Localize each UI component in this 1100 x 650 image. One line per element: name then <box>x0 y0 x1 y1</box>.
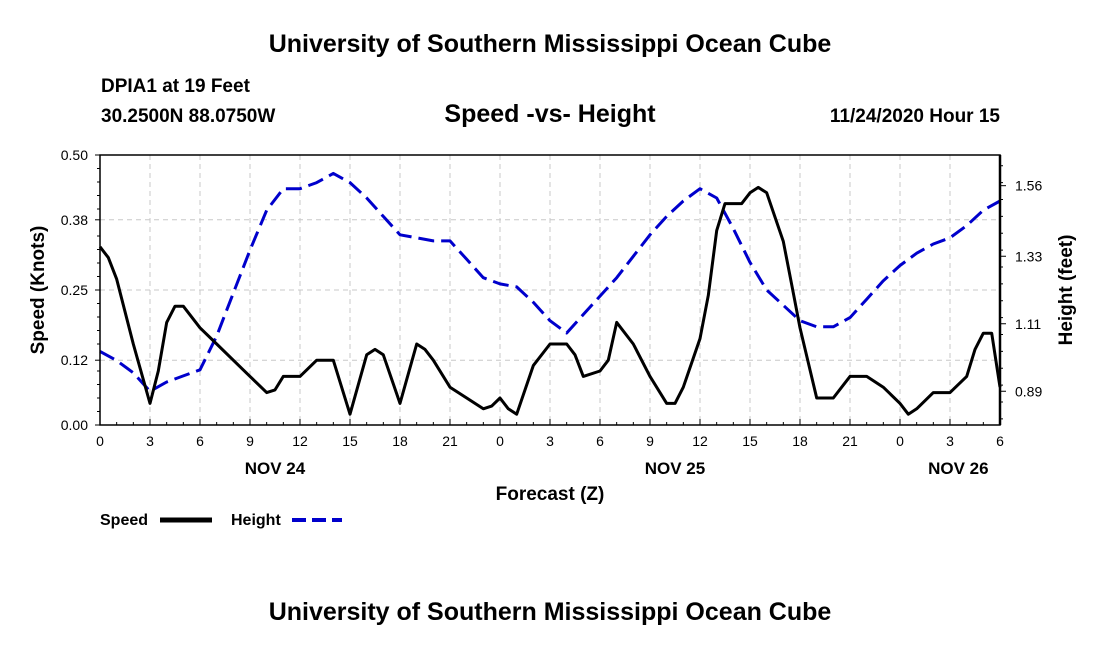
x-tick-label: 0 <box>96 433 104 449</box>
x-tick-label: 3 <box>546 433 554 449</box>
ticks: 0 3 6 9 12 15 18 21 0 3 6 9 12 15 18 21 0 3 6 0.00 0.12 0.25 0… <box>61 147 1043 478</box>
x-tick-label: 21 <box>842 433 858 449</box>
y-left-tick-label: 0.00 <box>61 417 88 433</box>
grid <box>100 155 1000 425</box>
x-tick-label: 12 <box>292 433 308 449</box>
legend: Speed Height <box>100 512 342 529</box>
x-tick-label: 9 <box>646 433 654 449</box>
chart-title: Speed -vs- Height <box>444 100 656 128</box>
x-axis-label: Forecast (Z) <box>496 484 605 505</box>
x-tick-label: 3 <box>146 433 154 449</box>
speed-series-line <box>98 185 1002 416</box>
page-title: University of Southern Mississippi Ocean… <box>268 30 832 58</box>
x-tick-label: 6 <box>596 433 604 449</box>
footer-title: University of Southern Mississippi Ocean… <box>268 598 832 626</box>
coordinates-label: 30.2500N 88.0750W <box>101 106 276 127</box>
y-right-tick-label: 1.11 <box>1015 316 1041 332</box>
height-series-line <box>99 171 1001 393</box>
y-left-tick-label: 0.12 <box>61 352 88 368</box>
station-label: DPIA1 at 19 Feet <box>101 76 250 97</box>
y-right-axis-label: Height (feet) <box>1056 235 1077 346</box>
x-tick-label: 15 <box>742 433 758 449</box>
x-tick-label: 18 <box>392 433 408 449</box>
y-left-tick-label: 0.50 <box>61 147 88 163</box>
forecast-date: 11/24/2020 Hour 15 <box>829 106 1000 127</box>
day-label: NOV 24 <box>245 459 306 478</box>
legend-speed-label: Speed <box>100 512 148 529</box>
x-tick-label: 6 <box>196 433 204 449</box>
y-right-tick-label: 0.89 <box>1015 383 1042 399</box>
legend-height-label: Height <box>231 512 281 529</box>
y-left-tick-label: 0.38 <box>61 212 88 228</box>
y-right-tick-label: 1.33 <box>1015 248 1042 264</box>
x-tick-label: 15 <box>342 433 358 449</box>
x-tick-label: 0 <box>496 433 504 449</box>
x-tick-label: 12 <box>692 433 708 449</box>
y-left-axis-label: Speed (Knots) <box>28 226 49 355</box>
x-tick-label: 3 <box>946 433 954 449</box>
x-tick-label: 9 <box>246 433 254 449</box>
y-right-tick-label: 1.56 <box>1015 178 1042 194</box>
y-left-tick-label: 0.25 <box>61 282 88 298</box>
x-tick-label: 6 <box>996 433 1004 449</box>
x-tick-label: 18 <box>792 433 808 449</box>
series-layer <box>98 171 1002 416</box>
day-label: NOV 25 <box>645 459 705 478</box>
x-tick-label: 21 <box>442 433 458 449</box>
day-label: NOV 26 <box>928 459 988 478</box>
x-tick-label: 0 <box>896 433 904 449</box>
